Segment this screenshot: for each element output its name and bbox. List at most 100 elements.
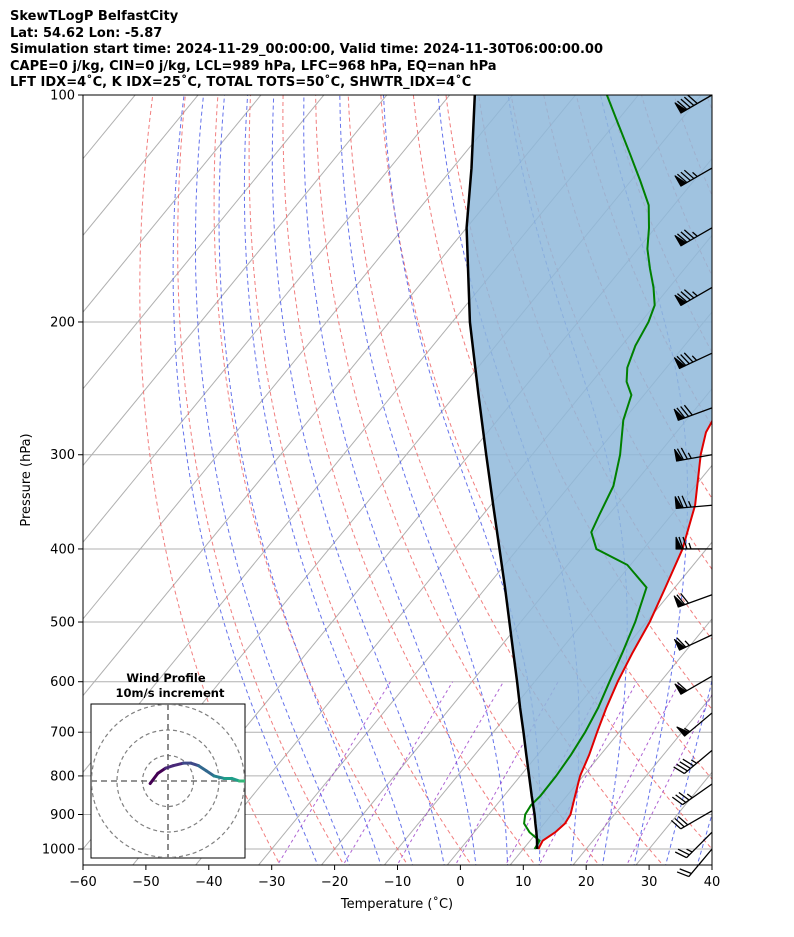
dry-adiabat-line [729,68,794,868]
wind-barb-flag [673,595,685,608]
wind-barb-full [670,819,682,830]
x-tick-label: 40 [704,875,721,890]
wind-barb-flag [674,102,687,114]
mixing-ratio-line [626,693,712,865]
hodograph-segment [257,771,260,774]
wind-barb-full [676,407,686,419]
wind-barb [675,536,712,550]
hodograph-segment [212,774,226,780]
x-tick-label: 20 [578,875,595,890]
wind-barb [670,810,713,830]
dry-adiabat-line [315,95,600,865]
y-tick-label: 100 [50,89,75,104]
wind-barb-half [690,759,698,764]
dry-adiabat-line [213,95,409,865]
wind-barb-full [680,171,691,182]
wind-barb-full [680,354,690,365]
cape-shading-area [466,95,712,849]
wind-barb-full [673,766,685,775]
wind-barb [673,404,713,421]
x-tick-label: −40 [195,875,222,890]
dry-adiabat-line [445,95,712,711]
wind-barb-flag [673,408,685,421]
hodograph-segment [243,778,245,783]
wind-barb-full [680,291,691,301]
x-tick-label: −30 [258,875,285,890]
wind-barb-half [692,291,698,297]
wind-barb-half [691,355,698,361]
wind-barb [674,167,713,187]
wind-barb-staff [684,749,713,775]
y-tick-label: 700 [50,726,75,741]
parcel-line [465,95,539,850]
wind-barb-flag [673,357,686,370]
isotherm-line [83,95,325,390]
wind-barb-full [683,169,695,180]
wind-barb-full [671,796,683,806]
hodograph-segment [148,771,160,786]
wind-barb-flag [674,496,683,509]
moist-adiabat-line [243,95,414,865]
wind-barb-flag [676,726,690,737]
x-tick-label: −50 [132,875,159,890]
wind-barbs [670,94,713,878]
wind-barb-full [676,293,688,303]
x-axis-label: Temperature (˚C) [340,896,453,912]
wind-barb [673,352,713,370]
wind-barb-full [676,100,688,110]
wind-barb [673,592,713,608]
temperature-line [537,419,712,850]
wind-barb [673,749,713,775]
wind-barb-full [676,594,686,606]
wind-barb-full [683,352,694,363]
chart-title: SkewTLogP BelfastCity [10,9,179,24]
mixing-ratio-line [396,681,504,865]
chart-header: SkewTLogP BelfastCity Lat: 54.62 Lon: -5… [10,9,603,92]
isotherm-line [0,68,95,868]
wind-barb-full [679,868,692,875]
wind-barb-full [676,448,685,461]
y-tick-label: 400 [50,542,75,557]
wind-barb-flag [673,638,686,651]
wind-barb [674,94,713,114]
wind-barb-full [680,406,690,417]
wind-barb-half [686,793,693,799]
wind-barb-full [679,761,691,769]
wind-barb-full [676,871,690,878]
x-tick-label: −20 [321,875,348,890]
wind-barb-flag [674,234,687,247]
dry-adiabat-line [177,95,345,865]
wind-barb-full [682,758,694,767]
wind-barb [673,447,713,462]
wind-barb-full [676,681,688,692]
wind-barb [673,634,713,651]
wind-barb-full [674,817,685,828]
wind-barb-half [684,727,691,733]
wind-barb [676,712,713,737]
dewpoint-line [523,95,656,850]
wind-barb-full [682,536,688,550]
moist-adiabat-line [303,95,477,865]
y-axis-label: Pressure (hPa) [19,433,34,526]
mixing-ratio-line [276,681,391,865]
mixing-ratio-line [538,681,638,865]
wind-barb-full [680,447,688,460]
wind-barb-full [676,173,688,184]
isotherm-line [83,95,514,620]
wind-barb-full [680,231,691,241]
wind-barb-flag [674,175,687,187]
wind-barb-full [678,536,684,550]
wind-barb [674,227,713,247]
dry-adiabat-line [139,95,281,865]
wind-barb-full [676,233,688,243]
wind-barb [674,675,713,695]
wind-barb-full [680,98,691,108]
hodograph-segment [171,761,185,768]
wind-barb-flag [674,294,687,307]
wind-barb-flag [675,536,683,550]
wind-barb-half [684,640,690,646]
wind-barb-full [687,94,698,104]
hodograph-segment [197,764,208,773]
wind-barb-full [683,404,693,416]
